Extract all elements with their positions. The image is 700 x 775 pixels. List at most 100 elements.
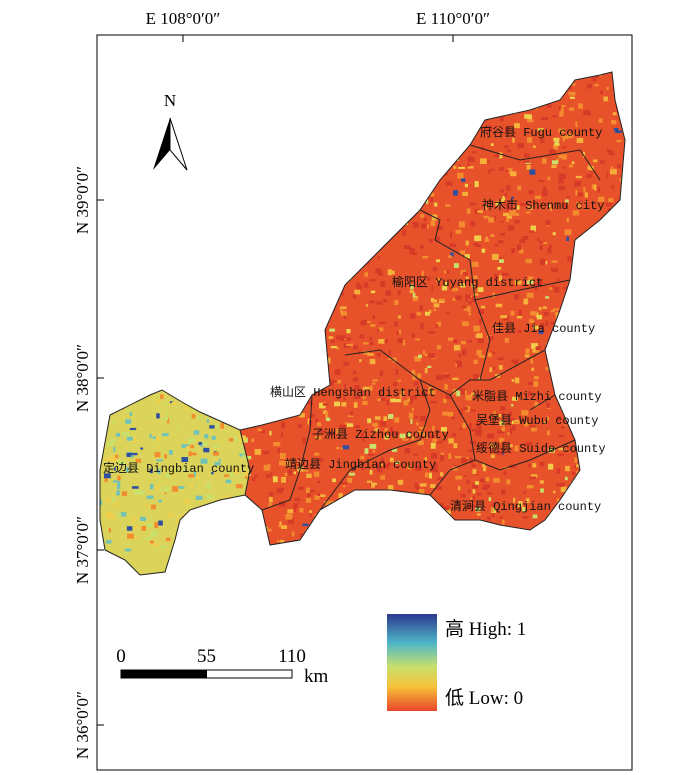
pixel <box>296 255 303 259</box>
pixel <box>229 549 235 555</box>
pixel <box>221 237 224 241</box>
pixel <box>556 498 560 503</box>
pixel <box>454 569 457 573</box>
pixel <box>461 91 466 97</box>
pixel <box>240 514 243 519</box>
pixel <box>461 305 467 309</box>
pixel <box>477 492 482 496</box>
pixel <box>181 457 189 463</box>
pixel <box>126 526 133 531</box>
pixel <box>319 429 326 433</box>
pixel <box>380 475 385 480</box>
pixel <box>329 267 333 273</box>
pixel <box>415 338 420 341</box>
pixel <box>322 351 328 356</box>
pixel <box>122 108 127 112</box>
pixel <box>462 98 470 104</box>
pixel <box>346 423 354 427</box>
pixel <box>211 471 214 475</box>
pixel <box>397 63 401 66</box>
pixel <box>216 541 219 545</box>
pixel <box>241 267 244 271</box>
arrow-right <box>169 117 188 171</box>
pixel <box>407 432 411 437</box>
pixel <box>569 96 575 100</box>
pixel <box>338 532 345 535</box>
pixel <box>304 317 307 320</box>
pixel <box>339 306 347 310</box>
pixel <box>487 433 495 439</box>
pixel <box>500 315 508 319</box>
pixel <box>223 474 230 477</box>
pixel <box>100 343 101 349</box>
pixel <box>218 459 222 462</box>
pixel <box>273 275 277 279</box>
pixel <box>319 494 326 497</box>
pixel <box>388 67 395 71</box>
pixel <box>592 366 596 371</box>
region-label: 米脂县 Mizhi county <box>472 388 602 404</box>
pixel <box>424 436 429 439</box>
pixel <box>151 437 155 442</box>
pixel <box>300 90 304 95</box>
pixel <box>124 366 129 371</box>
pixel <box>307 289 313 296</box>
pixel <box>574 493 581 499</box>
pixel <box>362 396 366 400</box>
pixel <box>423 217 427 222</box>
pixel <box>512 72 518 79</box>
pixel <box>429 238 433 243</box>
pixel <box>537 238 540 242</box>
pixel <box>394 398 402 403</box>
pixel <box>192 199 196 204</box>
pixel <box>275 148 282 153</box>
pixel <box>443 79 447 83</box>
pixel <box>507 168 513 173</box>
pixel <box>537 536 543 542</box>
pixel <box>570 335 576 341</box>
pixel <box>117 481 121 486</box>
pixel <box>224 366 231 369</box>
pixel <box>157 469 161 474</box>
pixel <box>436 322 441 327</box>
scale-label: 55 <box>197 646 216 667</box>
pixel <box>378 327 384 332</box>
pixel <box>225 479 232 484</box>
pixel <box>317 173 322 180</box>
pixel <box>558 448 565 451</box>
pixel <box>559 540 564 545</box>
pixel <box>334 380 341 384</box>
pixel <box>565 465 570 472</box>
boundaries <box>99 71 626 576</box>
pixel <box>416 485 420 491</box>
pixel <box>248 206 256 213</box>
pixel <box>313 471 320 477</box>
pixel <box>465 240 469 246</box>
pixel <box>202 318 210 324</box>
pixel <box>108 528 112 533</box>
pixel <box>263 404 268 410</box>
pixel <box>592 528 596 534</box>
pixel <box>336 428 341 434</box>
pixel <box>333 227 337 233</box>
pixel <box>384 521 389 527</box>
pixel <box>567 133 574 139</box>
pixel <box>270 408 276 412</box>
pixel <box>497 357 504 361</box>
pixel <box>409 145 414 152</box>
pixel <box>216 503 222 506</box>
pixel <box>117 180 123 186</box>
pixel <box>465 405 471 412</box>
pixel <box>354 577 358 580</box>
pixel <box>461 138 466 144</box>
pixel <box>608 258 611 261</box>
pixel <box>333 380 338 383</box>
pixel <box>126 467 129 473</box>
pixel <box>378 183 385 190</box>
pixel <box>506 200 511 204</box>
pixel <box>270 292 276 298</box>
pixel <box>446 219 450 222</box>
pixel <box>244 500 249 504</box>
pixel <box>134 168 138 172</box>
pixel <box>203 154 209 160</box>
